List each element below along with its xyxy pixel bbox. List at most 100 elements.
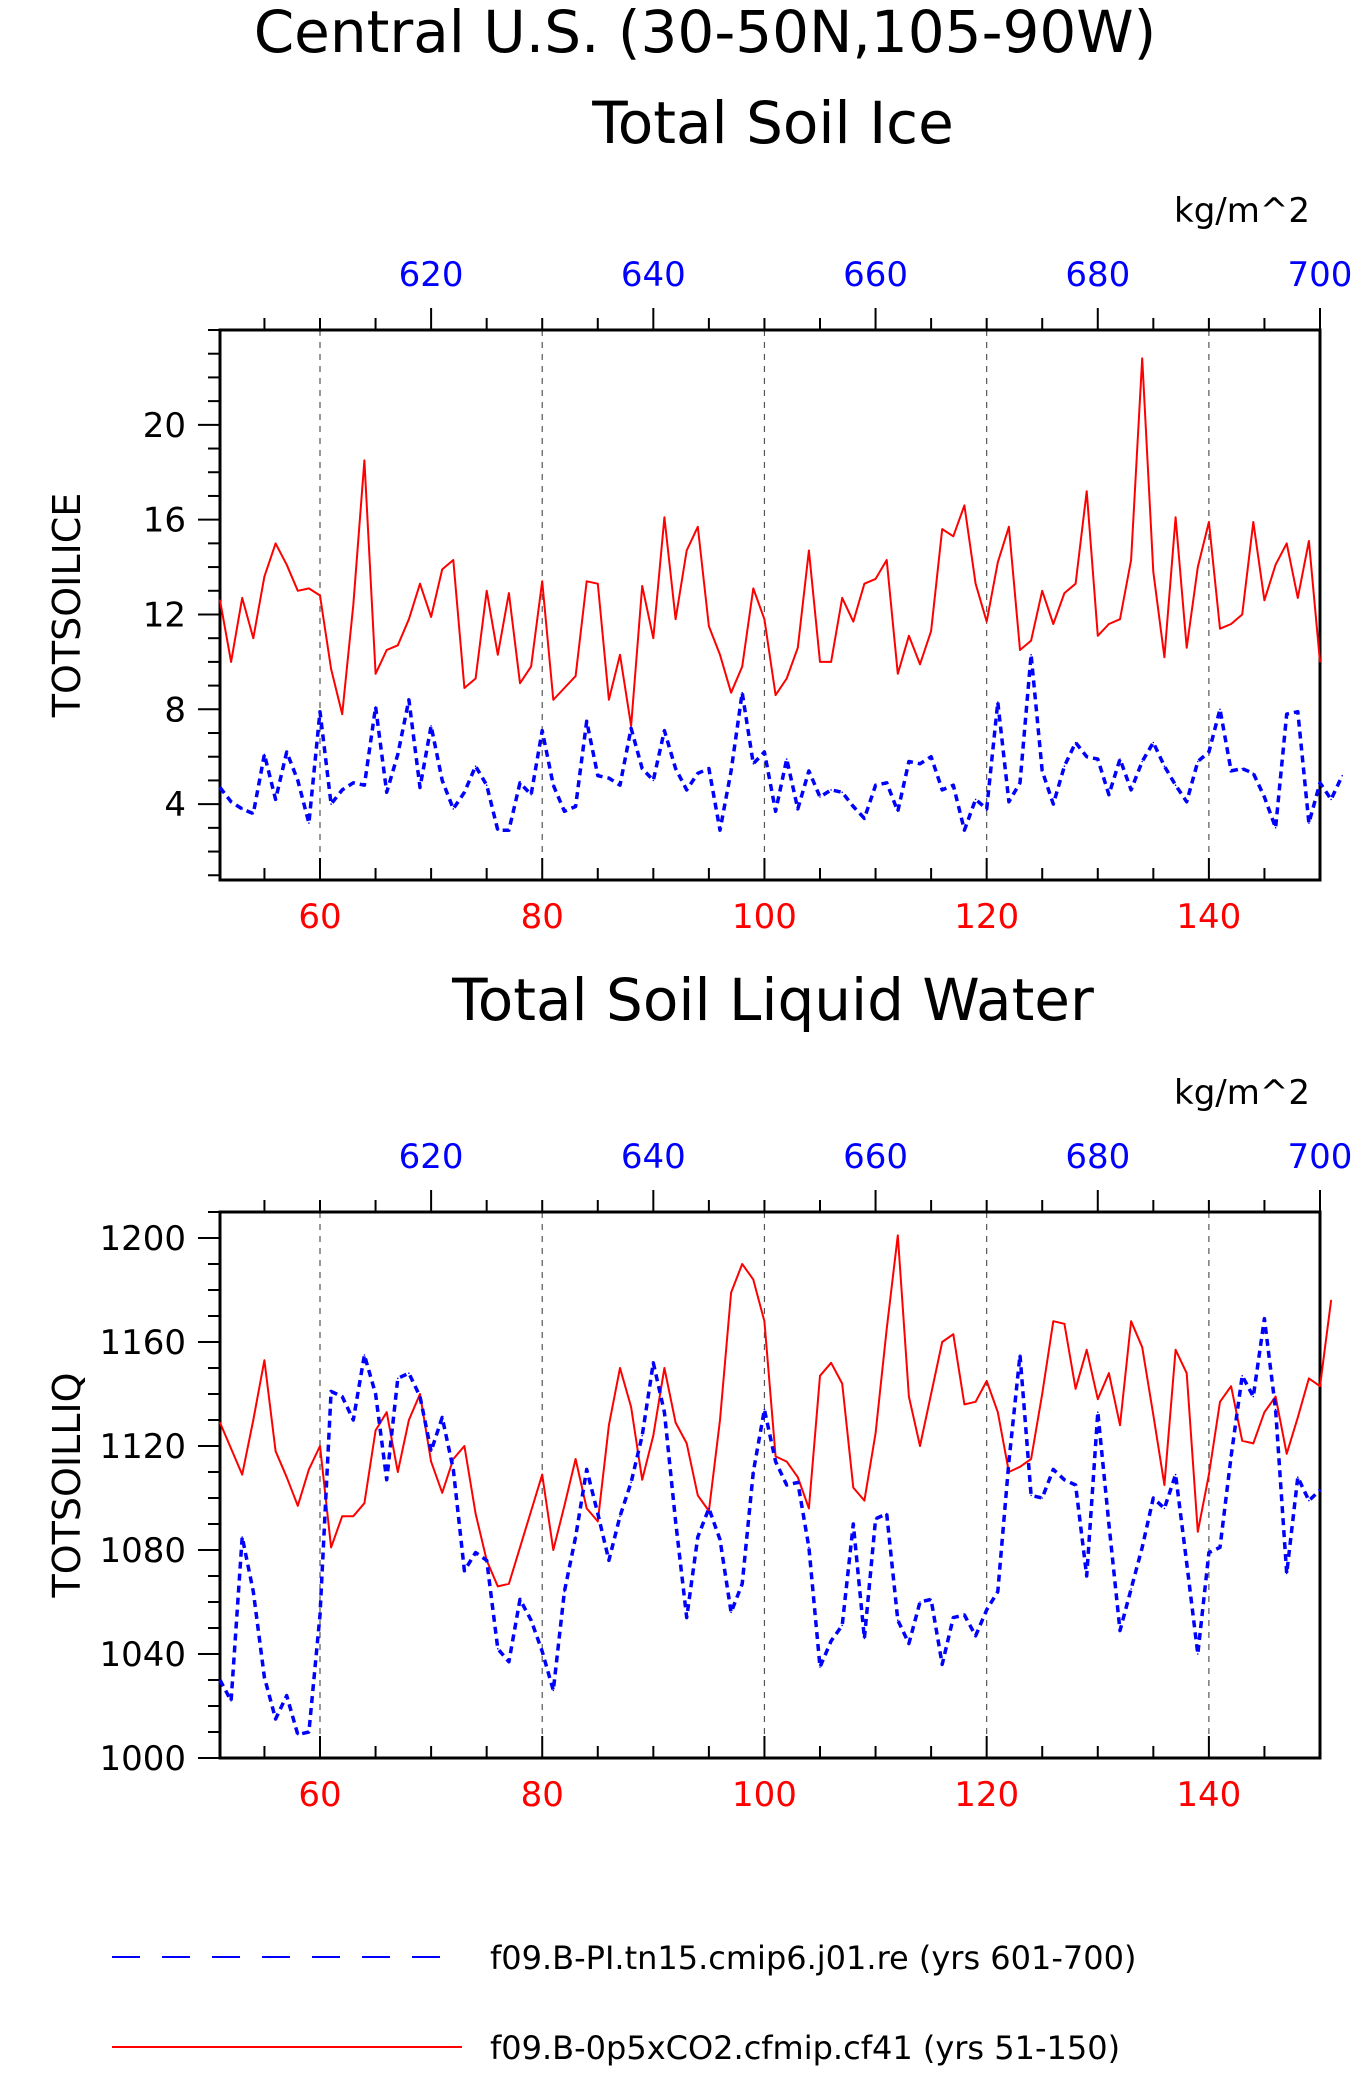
data-point-red-99 (752, 587, 755, 590)
panel-title-soil-ice: Total Soil Ice (591, 89, 954, 157)
data-point-blue-633 (574, 1536, 577, 1538)
data-point-blue-657 (841, 791, 843, 794)
data-point-red-139 (1197, 566, 1199, 568)
data-point-blue-686 (1163, 1507, 1166, 1510)
panel-soil-liquid-water: Total Soil Liquid Water 60 80 100 120 140 620… (45, 966, 1352, 1815)
data-point-red-72 (452, 559, 455, 561)
data-point-red-119 (974, 582, 977, 585)
data-point-blue-676 (1052, 1468, 1055, 1471)
data-point-blue-629 (530, 793, 532, 796)
data-point-red-110 (874, 578, 877, 580)
tick-label-y-1040: 1040 (99, 1635, 186, 1675)
data-point-blue-699 (1308, 1499, 1310, 1502)
data-point-red-124 (1030, 1458, 1032, 1460)
data-point-blue-605 (263, 1676, 266, 1679)
data-point-red-98 (741, 665, 743, 668)
data-point-blue-660 (874, 1518, 877, 1520)
data-point-red-57 (285, 563, 288, 566)
data-point-blue-688 (1185, 1562, 1188, 1564)
data-point-blue-626 (497, 829, 499, 831)
data-point-red-88 (630, 1406, 632, 1408)
data-point-red-129 (1085, 1349, 1088, 1351)
data-point-blue-644 (697, 1536, 699, 1538)
tick-label-bottom-60: 60 (298, 897, 341, 937)
data-point-red-106 (830, 661, 832, 663)
data-point-blue-642 (674, 767, 677, 770)
data-point-blue-627 (508, 829, 510, 831)
data-point-red-60 (319, 594, 321, 597)
data-point-red-117 (952, 535, 955, 538)
data-point-blue-615 (374, 706, 377, 708)
data-point-red-112 (897, 1234, 899, 1237)
data-point-blue-635 (597, 774, 599, 777)
data-point-red-111 (885, 559, 888, 561)
data-point-blue-650 (763, 1408, 766, 1411)
data-point-red-88 (630, 725, 632, 727)
data-point-blue-639 (641, 1434, 643, 1437)
tick-label-bottom-100: 100 (732, 1775, 797, 1815)
data-point-red-56 (274, 1450, 277, 1452)
data-point-red-59 (308, 1468, 310, 1471)
data-point-blue-648 (741, 691, 743, 694)
data-point-red-61 (330, 1546, 332, 1549)
data-point-red-82 (563, 687, 566, 689)
units-label: kg/m^2 (1174, 1073, 1310, 1113)
data-point-blue-631 (552, 784, 555, 786)
data-point-red-74 (474, 677, 477, 680)
data-point-red-92 (674, 618, 677, 620)
data-point-red-122 (1008, 526, 1010, 528)
data-point-red-55 (263, 575, 266, 578)
data-point-blue-696 (1274, 1408, 1277, 1411)
data-point-blue-617 (397, 753, 399, 756)
data-point-blue-610 (319, 1614, 321, 1616)
data-point-blue-684 (1141, 1546, 1143, 1549)
data-point-red-107 (841, 1382, 843, 1385)
data-point-red-128 (1074, 582, 1077, 585)
tick-label-y-1080: 1080 (99, 1531, 186, 1571)
data-point-red-112 (897, 673, 899, 675)
data-point-blue-625 (485, 1559, 488, 1562)
data-point-red-100 (763, 1320, 766, 1322)
data-point-red-73 (463, 1445, 466, 1447)
data-point-red-90 (652, 637, 655, 639)
data-point-red-79 (530, 1510, 532, 1512)
tick-label-bottom-100: 100 (732, 897, 797, 937)
data-point-blue-701 (1330, 798, 1332, 801)
data-point-red-78 (519, 682, 521, 684)
data-point-red-62 (341, 1515, 344, 1517)
data-point-red-98 (741, 1263, 743, 1265)
data-point-blue-619 (419, 1395, 421, 1398)
data-point-blue-685 (1152, 741, 1155, 744)
data-point-red-136 (1163, 1484, 1166, 1486)
y-axis-title: TOTSOILLIQ (45, 1372, 89, 1598)
tick-label-y-1000: 1000 (99, 1739, 186, 1779)
data-point-blue-624 (474, 765, 477, 767)
data-point-red-92 (674, 1421, 677, 1424)
data-point-blue-700 (1319, 782, 1321, 784)
data-point-blue-613 (352, 1419, 355, 1421)
data-point-red-100 (763, 618, 766, 620)
data-point-red-138 (1185, 1372, 1188, 1374)
data-point-blue-647 (730, 1611, 732, 1614)
data-point-blue-617 (397, 1377, 399, 1380)
data-point-blue-665 (930, 755, 932, 758)
data-point-red-144 (1252, 521, 1255, 523)
tick-label-y-4: 4 (164, 785, 186, 825)
data-point-blue-664 (919, 763, 921, 765)
data-point-red-97 (730, 691, 732, 694)
data-point-blue-663 (908, 1642, 910, 1645)
plot-frame (218, 1210, 1322, 1760)
data-point-red-90 (652, 1434, 655, 1437)
data-point-blue-660 (874, 784, 877, 786)
data-point-blue-627 (508, 1661, 510, 1663)
data-point-red-148 (1297, 597, 1299, 599)
data-point-blue-655 (819, 1666, 821, 1668)
data-point-blue-626 (497, 1648, 499, 1650)
data-point-red-69 (419, 1393, 421, 1395)
data-point-red-145 (1263, 599, 1266, 602)
data-point-blue-614 (363, 1354, 366, 1356)
tick-label-y-12: 12 (143, 595, 186, 635)
data-point-blue-679 (1085, 1575, 1088, 1577)
data-point-blue-628 (519, 1598, 521, 1601)
data-point-red-69 (419, 582, 421, 585)
